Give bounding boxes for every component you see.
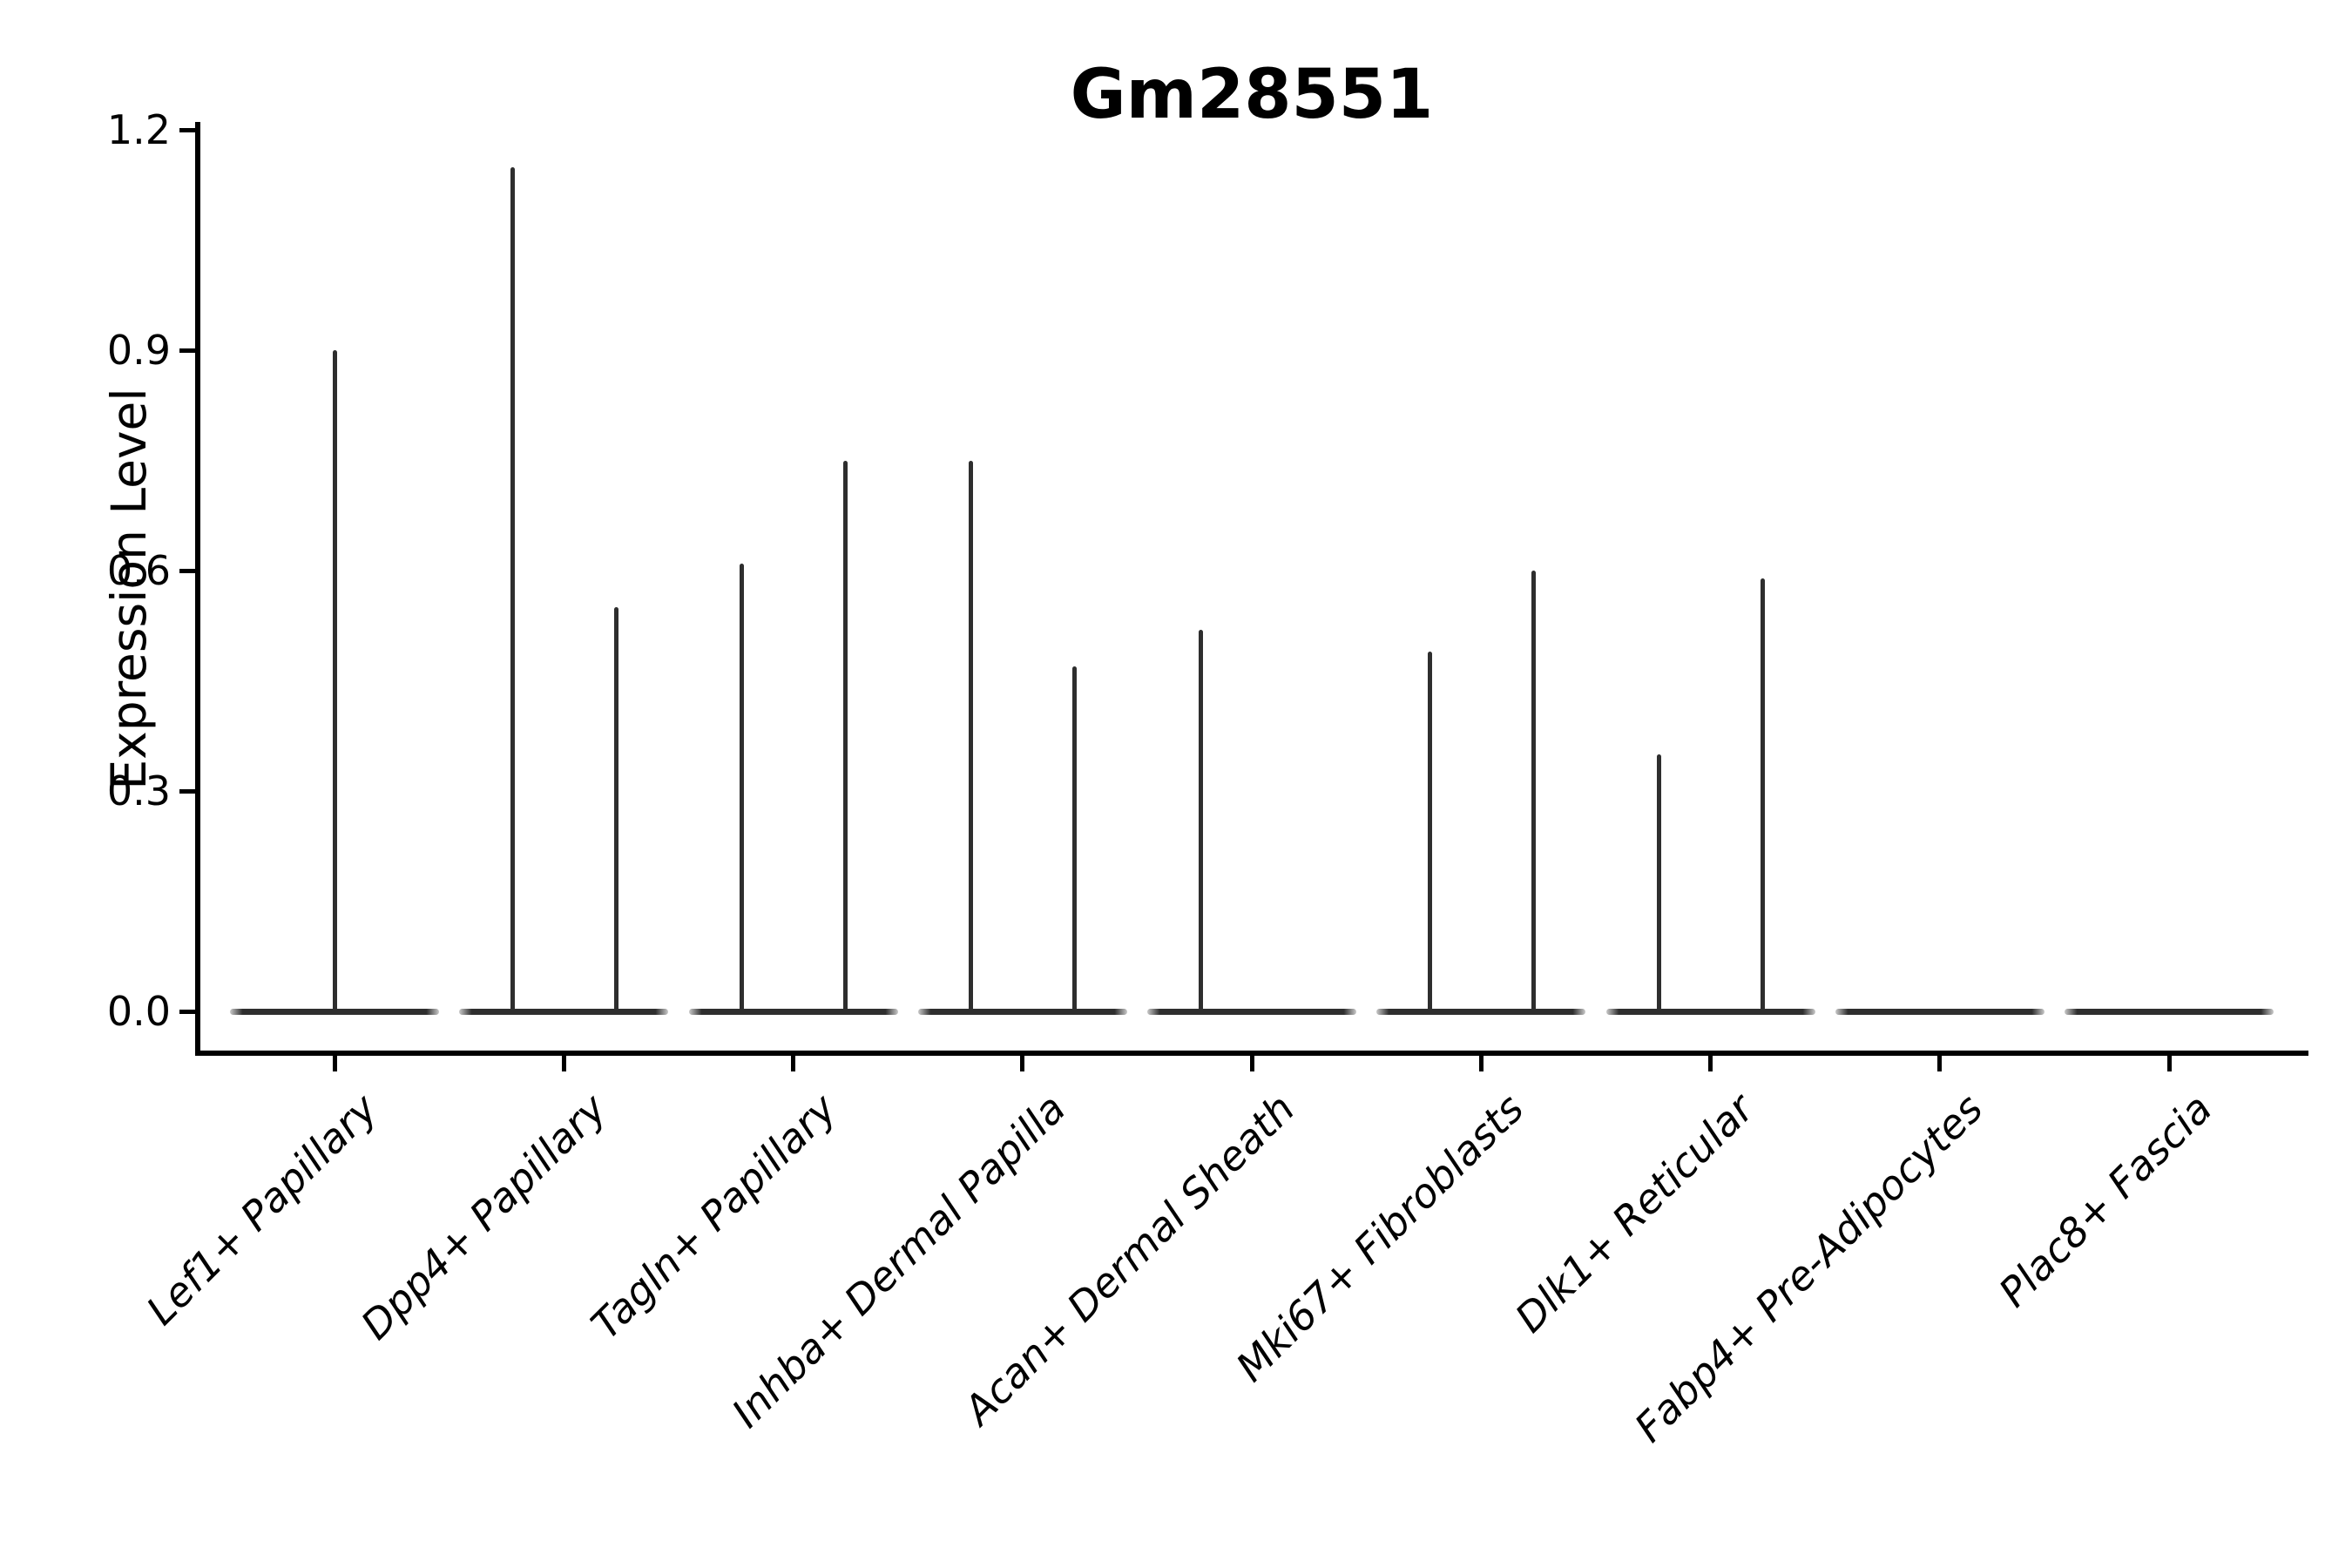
x-tick-mark	[332, 1056, 337, 1071]
violin-baseline	[459, 1008, 669, 1015]
violin-baseline	[688, 1008, 898, 1015]
x-tick-label: Tagln+ Papillary	[581, 1085, 845, 1348]
y-tick-mark	[179, 788, 195, 794]
x-axis-spine	[195, 1051, 2308, 1056]
violin-baseline	[917, 1008, 1127, 1015]
y-tick-mark	[179, 348, 195, 353]
x-tick-label: Dpp4+ Papillary	[352, 1085, 616, 1348]
x-tick-label: Inhba+ Dermal Papilla	[722, 1085, 1075, 1437]
y-tick-label: 0.3	[106, 767, 171, 815]
x-tick-mark	[1478, 1056, 1484, 1071]
violin-spike	[332, 350, 337, 1014]
violin-spike	[1072, 666, 1078, 1014]
x-tick-mark	[1708, 1056, 1713, 1071]
violin-spike	[1427, 651, 1432, 1014]
y-axis-spine	[195, 122, 200, 1056]
violin-spike	[510, 166, 515, 1014]
x-tick-label: Acan+ Dermal Sheath	[955, 1085, 1304, 1434]
violin-baseline	[1147, 1008, 1356, 1015]
violin-spike	[1198, 629, 1203, 1014]
violin-baseline	[1835, 1008, 2044, 1015]
violin-spike	[740, 563, 744, 1014]
violin-spike	[613, 607, 618, 1014]
y-tick-label: 0.9	[106, 327, 171, 375]
violin-spike	[1761, 578, 1765, 1014]
violin-spike	[1657, 754, 1661, 1014]
x-tick-mark	[561, 1056, 566, 1071]
x-tick-mark	[1020, 1056, 1025, 1071]
x-tick-label: Plac8+ Fascia	[1990, 1085, 2221, 1316]
y-tick-label: 1.2	[106, 106, 171, 154]
y-tick-label: 0.6	[106, 547, 171, 595]
chart-title: Gm28551	[1070, 56, 1434, 134]
violin-baseline	[2065, 1008, 2274, 1015]
x-tick-mark	[2166, 1056, 2172, 1071]
violin-spike	[969, 460, 974, 1014]
y-tick-label: 0.0	[106, 988, 171, 1035]
x-tick-label: Fabp4+ Pre-Adipocytes	[1625, 1085, 1992, 1451]
x-tick-mark	[1937, 1056, 1943, 1071]
x-tick-label: Dlk1+ Reticular	[1505, 1085, 1762, 1342]
violin-spike	[1531, 571, 1536, 1014]
violin-spike	[843, 460, 848, 1014]
y-tick-mark	[179, 1009, 195, 1014]
x-tick-mark	[1249, 1056, 1254, 1071]
y-tick-mark	[179, 568, 195, 573]
violin-baseline	[1376, 1008, 1586, 1015]
y-tick-mark	[179, 127, 195, 132]
x-tick-mark	[791, 1056, 795, 1071]
violin-baseline	[1605, 1008, 1815, 1015]
x-tick-label: Mki67+ Fibroblasts	[1227, 1085, 1533, 1391]
